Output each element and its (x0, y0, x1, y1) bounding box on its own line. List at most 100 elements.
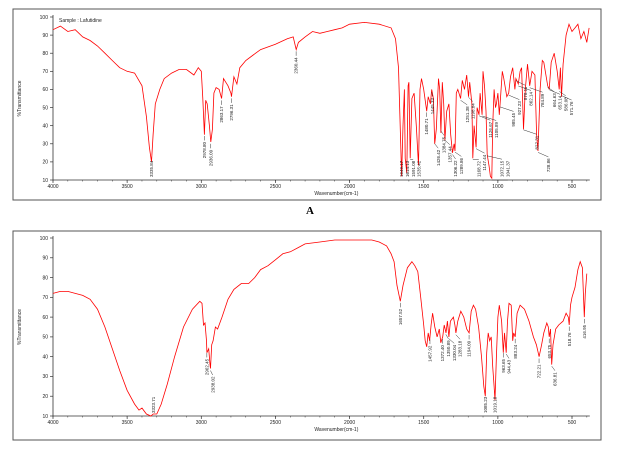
peak-label: 571.76 (569, 101, 574, 115)
y-tick-label: 70 (42, 295, 48, 301)
y-tick-label: 90 (42, 256, 48, 262)
peak-marker (444, 139, 450, 145)
peak-marker (448, 338, 455, 344)
peak-label: 3335.84 (149, 160, 154, 177)
peak-label: 1330.04 (452, 344, 457, 361)
peak-label: 1357.44 (447, 146, 452, 163)
x-tick-label: 4000 (47, 420, 58, 426)
peak-label: 1194.09 (467, 340, 472, 356)
peak-label: 722.21 (537, 364, 542, 378)
x-tick-label: 3500 (122, 420, 133, 426)
peak-label: 636.81 (553, 372, 558, 386)
y-tick-label: 30 (42, 374, 48, 380)
peak-label: 1657.52 (398, 308, 403, 325)
peak-marker (529, 87, 543, 93)
peak-label: 1426.42 (436, 149, 441, 166)
x-tick-label: 1500 (418, 420, 429, 426)
panel-frame (12, 8, 602, 201)
peak-label: 2796.31 (229, 104, 234, 121)
peak-marker (434, 143, 439, 149)
peak-label: 2938.02 (210, 376, 215, 393)
peak-marker (518, 85, 532, 91)
x-tick-label: 1500 (418, 184, 429, 190)
peak-label: 2863.17 (219, 106, 224, 123)
peak-label: 1649.17 (399, 160, 404, 177)
peak-marker (468, 96, 474, 102)
peak-marker (445, 334, 449, 339)
peak-marker (561, 95, 572, 101)
spectrum-panel-2: 4000 3500 3000 2500 2000 1500 1000 500 10 20 30 40 5… (12, 230, 602, 441)
peak-label: 2360.44 (294, 57, 299, 74)
x-tick-label: 1000 (492, 184, 503, 190)
peak-label: 1198.84 (471, 103, 476, 119)
peak-label: 1041.37 (505, 160, 510, 177)
peak-label: 1306.22 (453, 160, 458, 177)
peak-label: 1085.23 (483, 396, 488, 413)
peak-marker (505, 353, 510, 359)
peak-label: 1072.15 (500, 160, 505, 177)
peak-marker (508, 94, 520, 100)
peak-label: 1147.44 (482, 154, 487, 170)
peak-label: 1535.42 (417, 160, 422, 177)
y-tick-label: 90 (42, 33, 48, 39)
peak-label: 1384.75 (442, 136, 447, 153)
peak-label: 416.95 (582, 324, 587, 338)
peak-marker (559, 91, 566, 97)
panel-frame (12, 230, 602, 441)
peak-marker (454, 151, 462, 157)
y-tick-label: 80 (42, 275, 48, 281)
peak-label: 2962.45 (205, 358, 210, 375)
spectrum-line (52, 21, 590, 180)
x-tick-label: 3000 (196, 184, 207, 190)
peak-label: 963.65 (501, 359, 506, 373)
x-tick-label: 4000 (47, 184, 58, 190)
peak-marker (210, 370, 213, 376)
peak-label: 784.89 (540, 93, 545, 107)
x-tick-label: 500 (568, 420, 577, 426)
y-tick-label: 20 (42, 160, 48, 166)
peak-label: 1168.72 (476, 161, 481, 177)
x-tick-label: 1000 (492, 420, 503, 426)
y-tick-label: 50 (42, 105, 48, 111)
peak-label: 827.31 (534, 135, 539, 149)
peak-label: 1105.89 (494, 122, 499, 138)
x-tick-label: 2000 (344, 420, 355, 426)
y-tick-label: 40 (42, 123, 48, 129)
peak-marker (482, 115, 497, 121)
peak-marker (431, 91, 433, 97)
x-tick-label: 2500 (270, 184, 281, 190)
peak-label: 1126.67 (488, 121, 493, 137)
y-tick-label: 20 (42, 394, 48, 400)
peak-label: 728.86 (546, 158, 551, 172)
y-tick-label: 60 (42, 315, 48, 321)
peak-label: 653.75 (547, 344, 552, 358)
peak-marker (537, 152, 549, 158)
y-tick-label: 50 (42, 335, 48, 341)
peak-label: 518.76 (567, 332, 572, 346)
x-tick-label: 2000 (344, 184, 355, 190)
peak-marker (547, 87, 555, 92)
x-tick-label: 500 (568, 184, 577, 190)
x-tick-label: 3000 (196, 420, 207, 426)
peak-label: 927.23 (517, 101, 522, 115)
peak-marker (460, 100, 468, 106)
peak-label: 1251.38 (465, 106, 470, 123)
sample-annotation: Sample : Lafutidine (59, 18, 102, 24)
peak-marker (549, 89, 561, 95)
peak-label: 1019.18 (493, 396, 498, 413)
figure-label-a: A (306, 205, 314, 217)
peak-marker (523, 129, 537, 135)
peak-label: 1614.13 (405, 160, 410, 177)
peak-label: 664.63 (552, 93, 557, 107)
spectrum-line (52, 239, 588, 417)
peak-label: 653.14 (558, 95, 563, 109)
peak-label: 2978.80 (202, 142, 207, 159)
peak-label: 1283.18 (458, 340, 463, 357)
peak-label: 1350.89 (446, 340, 451, 357)
y-tick-label: 30 (42, 142, 48, 148)
peak-marker (487, 155, 503, 160)
peak-marker (455, 334, 461, 340)
x-tick-label: 2500 (270, 420, 281, 426)
peak-marker (499, 106, 514, 112)
peak-marker (515, 80, 526, 86)
